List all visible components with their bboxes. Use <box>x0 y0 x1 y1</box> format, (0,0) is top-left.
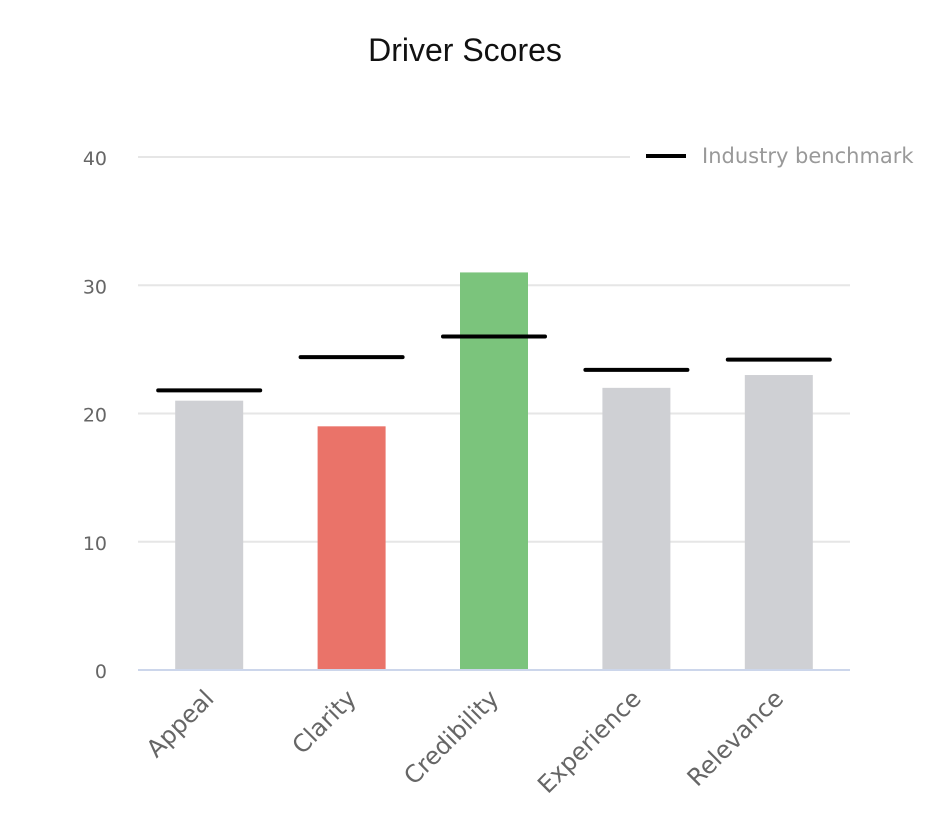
benchmark-markers <box>156 334 832 393</box>
x-tick-label: Relevance <box>682 684 789 791</box>
y-tick-label: 10 <box>83 533 107 555</box>
y-tick-label: 30 <box>83 276 107 298</box>
x-tick-label: Credibility <box>398 684 504 790</box>
legend[interactable]: Industry benchmark <box>646 144 914 168</box>
bar-appeal[interactable] <box>175 400 244 670</box>
y-tick-label: 20 <box>83 405 107 427</box>
y-axis: 0 10 20 30 40 <box>83 148 107 683</box>
bar-relevance[interactable] <box>744 375 813 670</box>
x-tick-label: Clarity <box>287 684 362 759</box>
bar-clarity[interactable] <box>317 426 386 670</box>
y-tick-label: 0 <box>95 661 107 683</box>
x-axis: Appeal Clarity Credibility Experience Releva… <box>138 669 850 799</box>
bar-credibility[interactable] <box>460 272 528 670</box>
x-tick-label: Experience <box>532 684 646 798</box>
bars <box>175 272 813 670</box>
y-tick-label: 40 <box>83 148 107 170</box>
bar-experience[interactable] <box>602 387 671 670</box>
x-tick-label: Appeal <box>141 684 220 763</box>
chart-title: Driver Scores <box>368 32 562 68</box>
legend-benchmark-label[interactable]: Industry benchmark <box>702 144 914 168</box>
